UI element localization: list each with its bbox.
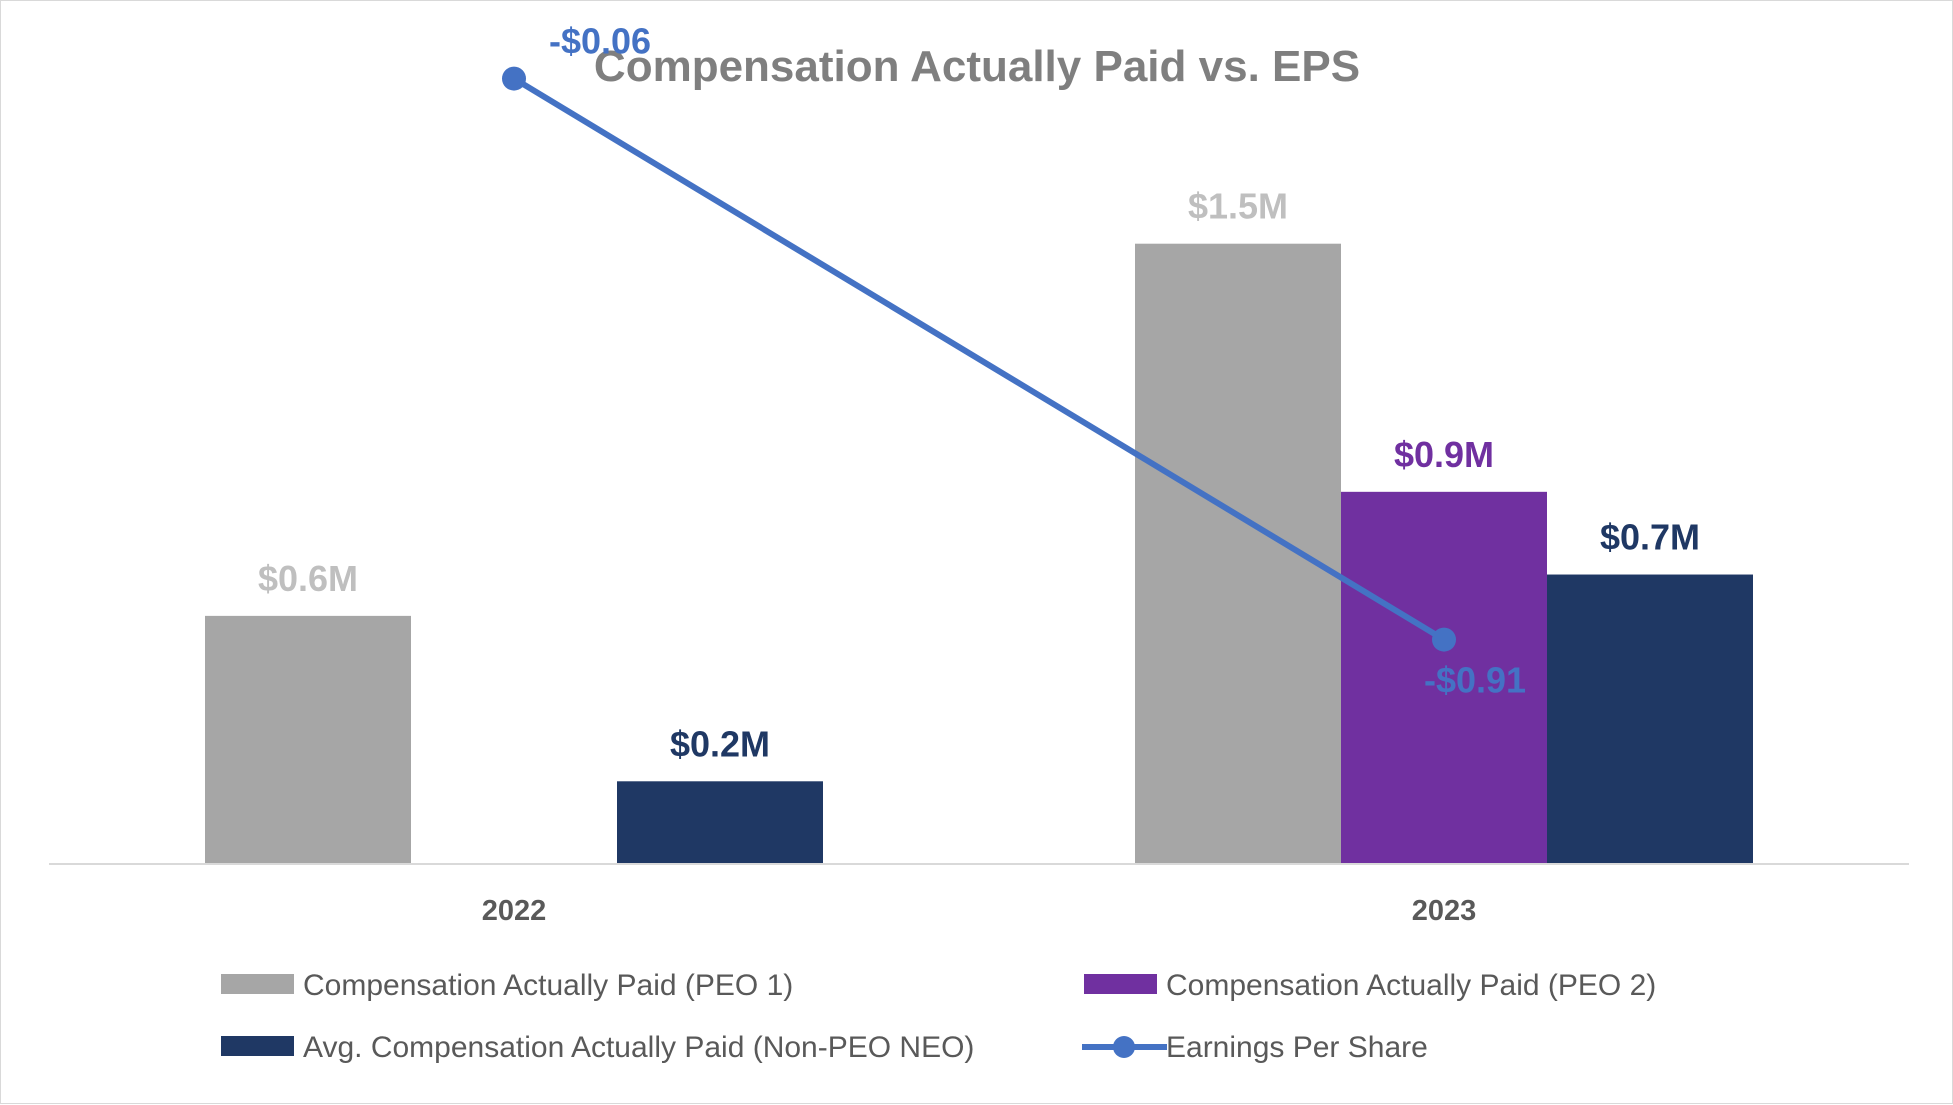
legend-swatch-avg-compensation-actually-paid-non-peo-neo: [221, 1036, 294, 1056]
legend-label-compensation-actually-paid-peo-1: Compensation Actually Paid (PEO 1): [303, 969, 793, 1002]
bar-label-compensation-actually-paid-peo-2-2023: $0.9M: [1394, 434, 1494, 475]
bars-group: $0.6M $0.2M $1.5M $0.9M $0.7M: [205, 186, 1753, 865]
category-label-2022: 2022: [482, 895, 547, 927]
bar-compensation-actually-paid-peo-1-2022: [205, 615, 411, 864]
bar-label-avg-compensation-actually-paid-non-peo-neo-2022: $0.2M: [670, 723, 770, 764]
legend-label-avg-compensation-actually-paid-non-peo-neo: Avg. Compensation Actually Paid (Non-PEO…: [303, 1031, 974, 1064]
bar-compensation-actually-paid-peo-2-2023: [1341, 491, 1547, 864]
bar-label-compensation-actually-paid-peo-1-2022: $0.6M: [258, 558, 358, 599]
bar-compensation-actually-paid-peo-1-2023: [1135, 243, 1341, 865]
eps-label-2022: -$0.06: [549, 21, 651, 62]
legend-swatch-compensation-actually-paid-peo-2: [1084, 974, 1157, 994]
eps-point-2023: [1432, 627, 1456, 652]
eps-line: [512, 76, 1446, 643]
chart-title: Compensation Actually Paid vs. EPS: [594, 42, 1360, 91]
eps-point-2022: [502, 66, 526, 91]
legend: Compensation Actually Paid (PEO 1) Compen…: [221, 969, 1656, 1064]
bar-label-compensation-actually-paid-peo-1-2023: $1.5M: [1188, 186, 1288, 227]
legend-label-earnings-per-share: Earnings Per Share: [1166, 1031, 1428, 1064]
category-labels: 2022 2023: [482, 895, 1477, 927]
eps-line-group: -$0.06 -$0.91: [502, 21, 1526, 701]
category-label-2023: 2023: [1412, 895, 1477, 927]
bar-avg-compensation-actually-paid-non-peo-neo-2023: [1547, 574, 1753, 864]
bar-avg-compensation-actually-paid-non-peo-neo-2022: [617, 781, 823, 864]
bar-label-avg-compensation-actually-paid-non-peo-neo-2023: $0.7M: [1600, 517, 1700, 558]
eps-label-2023: -$0.91: [1424, 660, 1526, 701]
legend-swatch-compensation-actually-paid-peo-1: [221, 974, 294, 994]
legend-label-compensation-actually-paid-peo-2: Compensation Actually Paid (PEO 2): [1166, 969, 1656, 1002]
legend-marker-earnings-per-share: [1113, 1036, 1135, 1058]
